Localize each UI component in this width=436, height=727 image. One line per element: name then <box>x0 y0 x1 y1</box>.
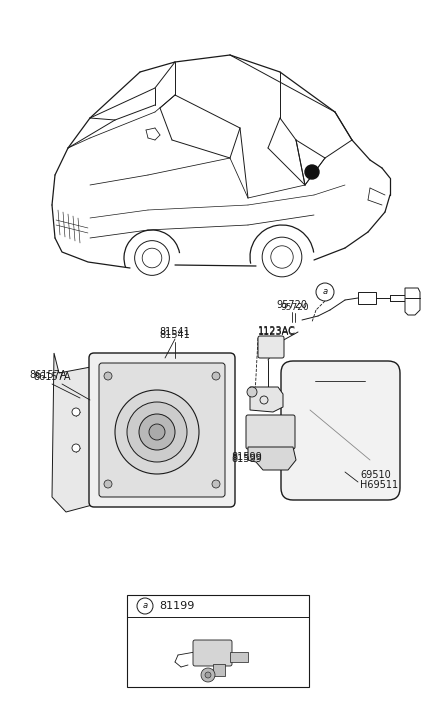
Polygon shape <box>52 353 96 512</box>
Text: 69510: 69510 <box>360 470 391 480</box>
FancyBboxPatch shape <box>193 640 232 666</box>
Bar <box>213 664 225 676</box>
Polygon shape <box>405 288 420 315</box>
Circle shape <box>72 408 80 416</box>
Text: 1123AC: 1123AC <box>258 326 296 336</box>
Text: 95720: 95720 <box>281 303 309 312</box>
Circle shape <box>137 598 153 614</box>
Bar <box>358 292 376 304</box>
Text: 95720: 95720 <box>276 300 307 310</box>
FancyBboxPatch shape <box>281 361 400 500</box>
Bar <box>127 595 309 687</box>
Circle shape <box>212 480 220 488</box>
Circle shape <box>115 390 199 474</box>
FancyBboxPatch shape <box>246 415 295 449</box>
Polygon shape <box>248 447 296 470</box>
Text: 81599: 81599 <box>232 454 262 464</box>
FancyBboxPatch shape <box>89 353 235 507</box>
Text: 1123AC: 1123AC <box>258 327 296 337</box>
Circle shape <box>72 444 80 452</box>
Circle shape <box>212 372 220 380</box>
Circle shape <box>127 402 187 462</box>
Text: H69511: H69511 <box>360 480 398 490</box>
Text: 86157A: 86157A <box>29 370 67 380</box>
Text: 81541: 81541 <box>160 330 191 340</box>
Circle shape <box>247 387 257 397</box>
FancyBboxPatch shape <box>258 336 284 358</box>
FancyBboxPatch shape <box>99 363 225 497</box>
Circle shape <box>104 372 112 380</box>
Circle shape <box>139 414 175 450</box>
Circle shape <box>149 424 165 440</box>
Text: 81199: 81199 <box>159 601 194 611</box>
Text: 86157A: 86157A <box>33 372 71 382</box>
Text: 81599: 81599 <box>232 452 262 462</box>
Circle shape <box>305 165 319 179</box>
Circle shape <box>201 668 215 682</box>
Bar <box>230 652 248 662</box>
Text: 81541: 81541 <box>160 327 191 337</box>
Polygon shape <box>250 387 283 412</box>
Circle shape <box>205 672 211 678</box>
Circle shape <box>316 283 334 301</box>
Circle shape <box>104 480 112 488</box>
Text: a: a <box>143 601 147 611</box>
Text: a: a <box>323 287 327 297</box>
